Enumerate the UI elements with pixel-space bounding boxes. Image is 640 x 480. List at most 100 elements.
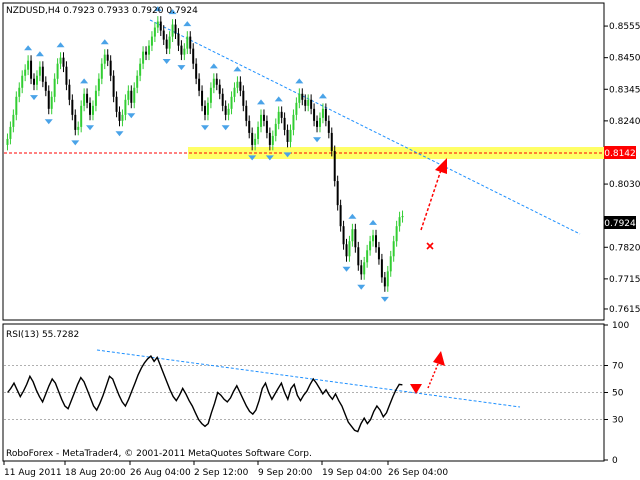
- candle-body: [251, 132, 254, 145]
- candle-body: [35, 75, 38, 85]
- candle-body: [165, 39, 168, 49]
- candle-body: [339, 205, 342, 227]
- candle-body: [386, 271, 389, 287]
- time-axis: 11 Aug 2011 18 Aug 20:00 26 Aug 04:00 2 Sep…: [3, 461, 448, 478]
- candle-body: [304, 99, 307, 106]
- candle-body: [366, 250, 369, 263]
- rsi-arrow-up: [427, 351, 445, 389]
- fractal-up-marker: [183, 21, 192, 27]
- footer-copyright: RoboForex - MetaTrader4, © 2001-2011 Met…: [6, 449, 312, 459]
- candle-body: [112, 75, 115, 97]
- candle-body: [265, 120, 268, 133]
- fractal-markers: [24, 6, 389, 302]
- candle-body: [333, 150, 336, 182]
- candle-body: [68, 84, 71, 100]
- candle-body: [257, 126, 260, 139]
- candle-body: [221, 93, 224, 106]
- stop-cross-marker: [426, 242, 434, 250]
- candle-body: [50, 96, 53, 109]
- candle-body: [283, 117, 286, 130]
- candle-body: [33, 78, 36, 85]
- price-tick-label: 0.8240: [609, 117, 640, 127]
- candle-body: [307, 99, 310, 106]
- fractal-down-marker: [44, 119, 53, 125]
- candle-body: [156, 21, 159, 28]
- candle-body: [100, 63, 103, 79]
- candle-body: [124, 99, 127, 115]
- candle-body: [206, 102, 209, 115]
- candle-body: [44, 81, 47, 91]
- rsi-tick-label: 0: [612, 456, 618, 466]
- candle-body: [248, 120, 251, 133]
- candle-body: [363, 262, 366, 275]
- fractal-up-marker: [168, 9, 177, 15]
- candle-body: [286, 129, 289, 142]
- price-axis: 0.8555 0.8450 0.8345 0.8240 0.8030 0.7820 0.77…: [604, 22, 640, 315]
- candle-body: [336, 181, 339, 206]
- candle-body: [298, 93, 301, 103]
- candle-body: [177, 33, 180, 46]
- candle-body: [236, 81, 239, 88]
- candle-body: [186, 36, 189, 49]
- time-tick-label: 19 Sep 04:00: [322, 468, 382, 478]
- candle-body: [142, 51, 145, 64]
- candle-body: [147, 45, 150, 55]
- fractal-up-marker: [153, 6, 162, 12]
- candle-body: [383, 277, 386, 287]
- candle-body: [401, 215, 404, 218]
- candle-body: [239, 81, 242, 91]
- candle-body: [348, 241, 351, 257]
- fractal-down-marker: [248, 155, 257, 161]
- candle-body: [215, 78, 218, 85]
- rsi-tick-label: 70: [612, 362, 624, 372]
- candle-body: [91, 105, 94, 115]
- candle-body: [150, 36, 153, 46]
- candle-body: [268, 132, 271, 145]
- candle-body: [183, 48, 186, 55]
- fractal-down-marker: [342, 266, 351, 272]
- fractal-up-marker: [274, 96, 283, 102]
- candle-body: [374, 235, 377, 248]
- candle-body: [209, 87, 212, 103]
- forecast-arrow: [420, 158, 447, 231]
- candle-body: [168, 36, 171, 49]
- candle-body: [27, 60, 30, 70]
- candle-body: [21, 75, 24, 88]
- candle-body: [351, 229, 354, 242]
- fractal-up-marker: [56, 42, 65, 48]
- candle-body: [277, 111, 280, 124]
- fractal-down-marker: [357, 284, 366, 290]
- rsi-trendline: [96, 349, 521, 408]
- level-price-tag-text: 0.8142: [604, 149, 636, 159]
- fractal-down-marker: [177, 65, 186, 71]
- candle-body: [74, 114, 77, 130]
- candle-body: [30, 60, 33, 79]
- rsi-tick-label: 30: [612, 416, 624, 426]
- fractal-down-marker: [380, 296, 389, 302]
- candle-body: [369, 241, 372, 251]
- rsi-arrow-down: [410, 384, 422, 394]
- rsi-chart-title: RSI(13) 55.7282: [6, 330, 79, 340]
- price-panel: [2, 2, 605, 321]
- candle-body: [24, 69, 27, 76]
- candle-body: [227, 108, 230, 115]
- fractal-down-marker: [127, 113, 136, 119]
- rsi-line: [7, 355, 403, 433]
- candle-body: [162, 30, 165, 40]
- fractal-up-marker: [348, 213, 357, 219]
- fractal-up-marker: [35, 51, 44, 57]
- candle-body: [310, 99, 313, 109]
- candle-body: [65, 66, 68, 85]
- rsi-panel: [2, 323, 605, 462]
- candle-body: [89, 102, 92, 115]
- candle-body: [130, 90, 133, 103]
- fractal-down-marker: [283, 152, 292, 158]
- price-tick-label: 0.7820: [609, 243, 640, 253]
- candle-body: [109, 60, 112, 76]
- candle-body: [292, 114, 295, 130]
- candle-body: [380, 259, 383, 278]
- candle-body: [321, 108, 324, 118]
- fractal-down-marker: [201, 125, 209, 131]
- candle-body: [233, 87, 236, 97]
